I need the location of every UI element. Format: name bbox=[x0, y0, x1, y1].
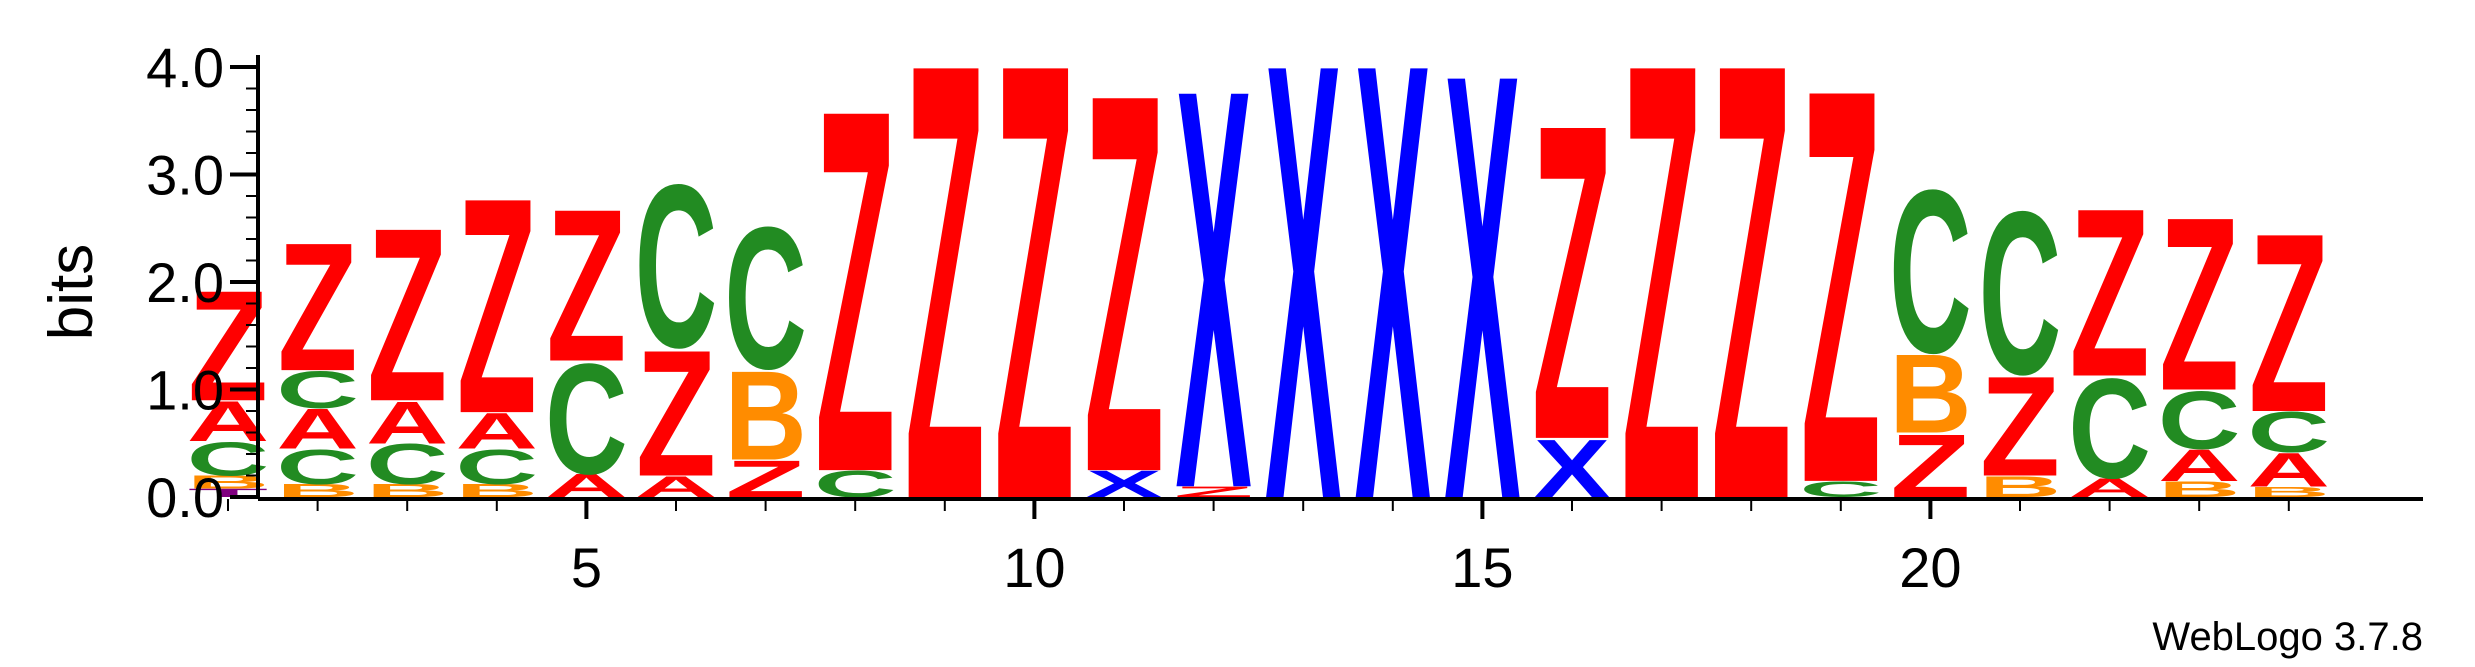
logo-letter-c-pos-2: C bbox=[276, 360, 359, 419]
y-axis-label: bits bbox=[37, 244, 106, 340]
x-tick-label: 5 bbox=[571, 536, 602, 599]
y-tick-label: 0.0 bbox=[146, 466, 224, 529]
logo-letter-b-pos-2: B bbox=[276, 481, 359, 501]
logo-letter-z-pos-8: Z bbox=[815, 3, 895, 582]
logo-letter-z-pos-11: Z bbox=[1084, 0, 1164, 586]
logo-letter-c-pos-7: C bbox=[724, 184, 807, 411]
logo-letter-c-pos-23: C bbox=[2158, 375, 2241, 467]
x-tick-label: 15 bbox=[1451, 536, 1513, 599]
logo-letter-z-pos-3: Z bbox=[367, 178, 447, 454]
logo-letter-z-pos-6: Z bbox=[636, 313, 716, 514]
logo-letter-z-pos-22: Z bbox=[2070, 160, 2150, 428]
logo-letter-c-pos-2: C bbox=[276, 439, 359, 495]
logo-letter-b-pos-1: B bbox=[187, 472, 270, 492]
logo-letter-a-pos-3: A bbox=[366, 389, 449, 456]
y-tick-label: 1.0 bbox=[146, 359, 224, 422]
logo-letter-z-pos-12: Z bbox=[1174, 483, 1254, 500]
logo-letter-b-pos-4: B bbox=[456, 481, 539, 501]
logo-letter-z-pos-24: Z bbox=[2249, 180, 2329, 466]
x-tick-label: 20 bbox=[1899, 536, 1961, 599]
logo-letter-b-pos-24: B bbox=[2248, 484, 2331, 501]
logo-letter-z-pos-16: Z bbox=[1532, 32, 1612, 534]
y-tick-label: 2.0 bbox=[146, 251, 224, 314]
logo-letter-c-pos-20: C bbox=[1889, 141, 1972, 401]
logo-letter-b-pos-3: B bbox=[366, 481, 449, 501]
logo-letter-c-pos-1: C bbox=[187, 432, 270, 486]
logo-letter-x-pos-13: X bbox=[1265, 0, 1342, 629]
logo-letter-a-pos-1: A bbox=[187, 390, 270, 454]
logo-letter-c-pos-21: C bbox=[1979, 163, 2062, 423]
logo-letter-z-pos-21: Z bbox=[1980, 347, 2060, 506]
logo-letter-x-pos-12: X bbox=[1175, 0, 1252, 608]
logo-letter-c-pos-6: C bbox=[635, 136, 718, 396]
logo-letter-c-pos-4: C bbox=[456, 439, 539, 495]
x-tick-label: 10 bbox=[1003, 536, 1065, 599]
axes: 0.0 1.0 2.0 3.0 4.0 5 10 15 20 bbox=[146, 36, 2423, 599]
logo-letter-z-pos-4: Z bbox=[457, 135, 537, 478]
logo-letter-b-pos-20: B bbox=[1889, 331, 1972, 457]
logo-letter-z-pos-18: Z bbox=[1711, 0, 1791, 630]
y-tick-label: 4.0 bbox=[146, 36, 224, 99]
logo-letter-a-pos-23: A bbox=[2158, 440, 2241, 490]
logo-letter-a-pos-4: A bbox=[456, 402, 539, 459]
logo-letter-z-pos-9: Z bbox=[905, 0, 985, 630]
logo-letter-z-pos-5: Z bbox=[546, 164, 626, 407]
logo-letter-c-pos-5: C bbox=[545, 331, 628, 507]
logo-letter-z-pos-23: Z bbox=[2159, 167, 2239, 443]
logo-letter-c-pos-22: C bbox=[2068, 350, 2151, 509]
weblogo-credit: WebLogo 3.7.8 bbox=[2152, 615, 2423, 659]
logo-letter-b-pos-7: B bbox=[724, 343, 807, 486]
logo-letter-x-pos-14: X bbox=[1355, 0, 1432, 629]
logo-letter-c-pos-24: C bbox=[2248, 401, 2331, 465]
y-tick-label: 3.0 bbox=[146, 144, 224, 207]
logo-letter-x-pos-15: X bbox=[1444, 0, 1521, 626]
logo-letter-z-pos-2: Z bbox=[278, 205, 358, 410]
logo-letter-z-pos-10: Z bbox=[994, 0, 1074, 630]
logo-letter-a-pos-2: A bbox=[276, 397, 359, 461]
logo-letter-a-pos-24: A bbox=[2248, 443, 2331, 497]
logo-letter-c-pos-3: C bbox=[366, 433, 449, 497]
logo-letter-z-pos-17: Z bbox=[1622, 0, 1702, 630]
